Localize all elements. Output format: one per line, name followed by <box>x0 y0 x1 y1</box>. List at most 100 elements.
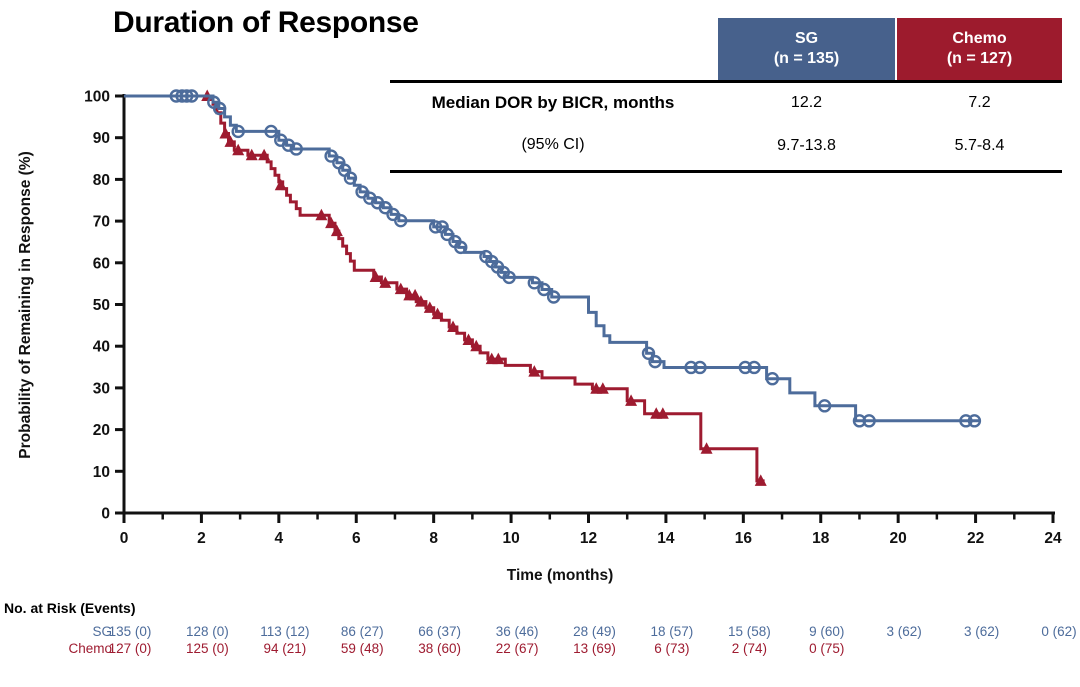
censor-mark-chemo <box>224 135 237 147</box>
y-tick-label: 50 <box>93 297 110 314</box>
risk-value: 86 (27) <box>340 624 384 639</box>
censor-mark-chemo <box>528 365 541 377</box>
risk-value: 125 (0) <box>186 641 229 656</box>
risk-value: 28 (49) <box>573 624 616 639</box>
chemo-header-line2: (n = 127) <box>946 50 1013 67</box>
risk-value: 0 (62) <box>1041 624 1077 639</box>
chemo-header-line1: Chemo <box>952 30 1007 47</box>
censor-mark-sg <box>428 220 443 234</box>
censor-mark-sg <box>343 171 358 185</box>
risk-value: 9 (60) <box>809 624 845 639</box>
censor-mark-sg <box>852 414 867 428</box>
censor-mark-chemo <box>369 270 382 282</box>
risk-value: 15 (58) <box>727 624 771 639</box>
y-tick-label: 70 <box>93 214 110 231</box>
median-dor-sg-value: 12.2 <box>790 94 823 111</box>
risk-value: 113 (12) <box>260 624 310 639</box>
censor-mark-sg <box>378 201 392 215</box>
censor-mark-sg <box>648 354 662 369</box>
risk-value: 135 (0) <box>108 624 152 639</box>
x-tick-label: 6 <box>352 530 361 547</box>
risk-value: 3 (62) <box>886 624 922 639</box>
risk-value: 6 (73) <box>654 641 690 656</box>
ci-row-label: (95% CI) <box>521 136 585 153</box>
censor-mark-chemo <box>462 333 475 345</box>
censor-mark-chemo <box>274 178 287 191</box>
y-tick-label: 90 <box>93 130 110 147</box>
risk-value: 66 (37) <box>418 624 462 639</box>
censor-mark-sg <box>289 142 303 156</box>
x-tick-label: 2 <box>197 530 206 547</box>
censor-mark-sg <box>394 213 408 228</box>
censor-mark-chemo <box>414 295 427 307</box>
y-tick-label: 20 <box>93 422 110 439</box>
censor-mark-chemo <box>754 474 767 486</box>
page-title: Duration of Response <box>113 6 419 39</box>
censor-mark-sg <box>537 282 551 297</box>
censor-mark-sg <box>231 124 245 139</box>
censor-mark-chemo <box>447 320 460 333</box>
risk-row-chemo-label: Chemo <box>68 641 112 656</box>
ci-sg-value: 9.7-13.8 <box>777 137 836 154</box>
x-tick-label: 16 <box>735 530 753 547</box>
censor-mark-sg <box>440 227 454 242</box>
ci-chemo-value: 5.7-8.4 <box>954 137 1005 154</box>
chemo-header-cell: Chemo (n = 127) <box>897 18 1062 82</box>
censor-mark-chemo <box>431 307 444 320</box>
censor-mark-sg <box>817 399 832 413</box>
censor-mark-sg <box>693 360 707 375</box>
risk-value: 0 (75) <box>809 641 845 656</box>
y-tick-label: 30 <box>93 380 110 397</box>
censor-mark-chemo <box>596 382 609 394</box>
risk-row-chemo: Chemo 127 (0) 125 (0) 94 (21) 59 (48) 38 (60… <box>0 641 1080 657</box>
risk-value: 38 (60) <box>418 641 462 656</box>
median-dor-chemo-value: 7.2 <box>968 94 991 111</box>
censor-mark-chemo <box>470 339 483 352</box>
risk-value: 59 (48) <box>340 641 384 656</box>
censor-mark-chemo <box>258 148 271 161</box>
km-curve-sg <box>124 94 980 423</box>
risk-value: 2 (74) <box>731 641 767 656</box>
censor-mark-sg <box>959 414 973 428</box>
risk-value: 22 (67) <box>495 641 539 656</box>
table-bottom-rule <box>390 170 1062 173</box>
censor-mark-sg <box>641 346 656 360</box>
x-tick-label: 20 <box>890 530 907 547</box>
censor-mark-sg <box>738 360 752 375</box>
table-top-rule <box>390 80 1062 83</box>
censor-mark-chemo <box>423 301 436 313</box>
x-tick-label: 14 <box>657 530 675 547</box>
risk-value: 128 (0) <box>186 624 229 639</box>
censor-mark-sg <box>546 290 561 304</box>
censor-mark-chemo <box>232 143 245 156</box>
censor-mark-sg <box>454 240 468 255</box>
risk-value: 94 (21) <box>263 641 307 656</box>
y-tick-label: 0 <box>101 506 110 523</box>
censor-mark-chemo <box>245 148 258 161</box>
censor-mark-chemo <box>219 127 232 139</box>
y-axis-label: Probability of Remaining in Response (%) <box>17 151 34 458</box>
censor-mark-sg <box>862 414 876 428</box>
censor-mark-sg <box>747 360 761 375</box>
x-tick-label: 12 <box>580 530 597 547</box>
x-tick-label: 0 <box>120 530 129 547</box>
censor-mark-sg <box>212 101 227 116</box>
y-tick-label: 60 <box>93 255 110 272</box>
censor-mark-chemo <box>700 442 713 454</box>
x-tick-label: 10 <box>502 530 519 547</box>
x-tick-label: 18 <box>812 530 830 547</box>
risk-value: 36 (46) <box>495 624 539 639</box>
risk-value: 13 (69) <box>573 641 616 656</box>
censor-mark-sg <box>684 360 698 375</box>
censor-mark-sg <box>527 276 542 290</box>
censor-mark-chemo <box>394 282 407 295</box>
censor-mark-sg <box>264 124 278 139</box>
x-axis-label: Time (months) <box>507 567 614 584</box>
censor-mark-sg <box>175 89 189 103</box>
median-dor-row-label: Median DOR by BICR, months <box>431 93 675 112</box>
censor-mark-sg <box>185 89 199 103</box>
censor-mark-sg <box>324 149 338 163</box>
censor-mark-chemo <box>409 288 422 301</box>
